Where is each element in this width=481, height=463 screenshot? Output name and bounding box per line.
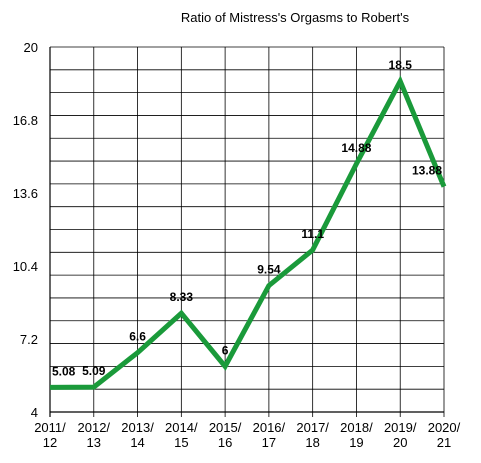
data-label: 8.33: [170, 290, 194, 304]
x-tick-label: 2014/15: [165, 420, 198, 450]
data-label: 18.5: [389, 58, 413, 72]
y-axis: 4 7.2 10.4 13.6 16.8 20: [13, 40, 38, 420]
data-label: 6.6: [129, 330, 146, 344]
series-group: [49, 75, 447, 390]
x-tick-label: 2016/17: [253, 420, 286, 450]
data-label: 9.54: [257, 263, 281, 277]
grid: [49, 46, 445, 417]
y-tick-label: 16.8: [13, 113, 38, 128]
x-tick-label: 2017/18: [296, 420, 329, 450]
y-tick-label: 10.4: [13, 259, 38, 274]
x-tick-label: 2012/13: [78, 420, 111, 450]
data-label: 6: [222, 343, 229, 357]
data-label: 11.1: [301, 227, 324, 241]
y-tick-label: 7.2: [20, 332, 38, 347]
y-tick-label: 20: [24, 40, 38, 55]
x-tick-label: 2020/21: [428, 420, 461, 450]
x-tick-label: 2013/14: [121, 420, 154, 450]
series-line: [49, 75, 447, 390]
y-tick-label: 13.6: [13, 186, 38, 201]
x-tick-label: 2019/20: [384, 420, 417, 450]
data-label: 5.09: [82, 364, 106, 378]
x-tick-label: 2018/19: [340, 420, 373, 450]
x-tick-label: 2011/12: [34, 420, 66, 450]
x-axis: 2011/12 2012/13 2013/14 2014/15 2015/16 2016/…: [34, 420, 460, 450]
y-tick-label: 4: [31, 405, 38, 420]
data-label: 13.88: [412, 164, 442, 178]
chart-title: Ratio of Mistress's Orgasms to Robert's: [181, 10, 410, 25]
data-label: 5.08: [52, 364, 76, 378]
data-labels: 5.08 5.09 6.6 8.33 6 9.54 11.1 14.88 18.5 13.88: [52, 58, 442, 378]
data-label: 14.88: [341, 141, 371, 155]
x-tick-label: 2015/16: [209, 420, 242, 450]
